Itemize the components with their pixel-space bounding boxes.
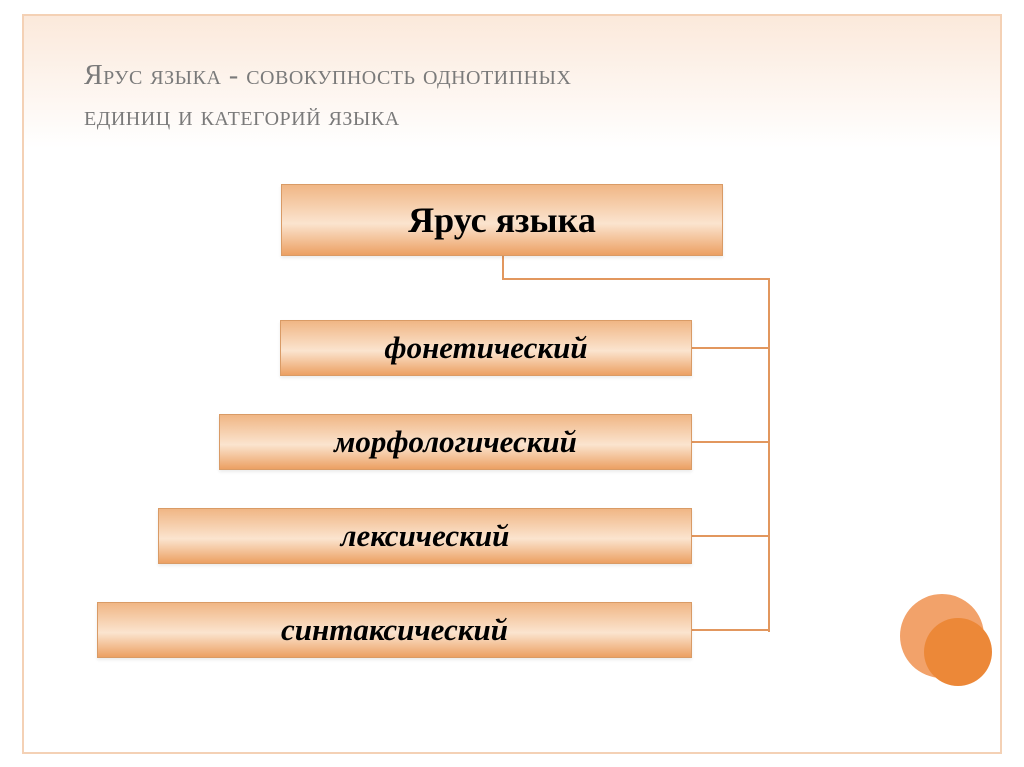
root-drop [502,256,504,280]
node-lexical-label: лексический [341,518,510,554]
title-line-1: Ярус языка - совокупность однотипных [84,60,571,91]
node-root-label: Ярус языка [408,199,596,241]
node-morphological: морфологический [219,414,692,470]
node-morphological-label: морфологический [334,424,577,460]
node-phonetic: фонетический [280,320,692,376]
decor-circle-inner [924,618,992,686]
branch-3 [692,629,770,631]
node-syntactic: синтаксический [97,602,692,658]
node-root: Ярус языка [281,184,723,256]
title-line-2: единиц и категорий языка [84,101,400,132]
node-lexical: лексический [158,508,692,564]
node-phonetic-label: фонетический [384,330,587,366]
branch-2 [692,535,770,537]
root-horizontal [502,278,770,280]
branch-1 [692,441,770,443]
node-syntactic-label: синтаксический [281,612,508,648]
slide-frame: Ярус языка - совокупность однотипных еди… [22,14,1002,754]
tree-trunk [768,278,770,632]
branch-0 [692,347,770,349]
slide-title: Ярус языка - совокупность однотипных еди… [84,56,964,137]
